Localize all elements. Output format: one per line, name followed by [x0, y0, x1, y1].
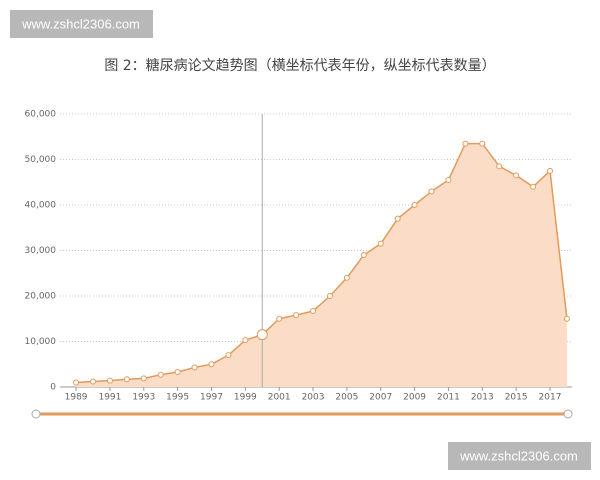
- x-tick-label: 1993: [132, 393, 155, 403]
- x-tick-label: 2013: [471, 393, 494, 403]
- point: [276, 315, 283, 322]
- x-tick-label: 2003: [302, 393, 325, 403]
- point: [225, 352, 232, 359]
- x-tick-label: 2011: [437, 393, 460, 403]
- x-tick-label: 1995: [166, 393, 189, 403]
- point: [513, 172, 520, 179]
- point: [394, 215, 401, 222]
- x-tick-label: 2007: [369, 393, 392, 403]
- point: [191, 364, 198, 371]
- slider-handle[interactable]: [31, 409, 41, 419]
- point: [208, 361, 215, 368]
- y-tick-label: 40,000: [25, 201, 57, 211]
- point: [256, 329, 268, 341]
- x-tick-label: 2001: [268, 393, 291, 403]
- slider-handle[interactable]: [563, 409, 573, 419]
- y-tick-label: 30,000: [25, 246, 57, 256]
- point: [462, 140, 469, 147]
- point: [174, 368, 181, 375]
- y-tick-label: 0: [50, 383, 56, 393]
- point: [563, 315, 570, 322]
- chart-title: 图 2：糖尿病论文趋势图（横坐标代表年份，纵坐标代表数量）: [104, 58, 495, 74]
- x-tick-label: 2015: [505, 393, 528, 403]
- point: [360, 252, 367, 259]
- point: [411, 202, 418, 208]
- point: [90, 378, 97, 385]
- watermark: www.zshcl2306.com: [459, 448, 578, 463]
- watermark-box: [448, 442, 591, 470]
- point: [530, 183, 537, 190]
- watermark-box: [10, 10, 153, 38]
- x-tick-label: 2009: [403, 393, 426, 403]
- area: [76, 143, 567, 387]
- point: [377, 240, 384, 247]
- x-tick-label: 1999: [234, 393, 257, 403]
- y-tick-label: 50,000: [25, 155, 57, 165]
- y-tick-label: 10,000: [25, 337, 57, 347]
- point: [106, 377, 113, 384]
- x-tick-label: 1997: [200, 393, 223, 403]
- point: [496, 163, 503, 170]
- point: [242, 337, 249, 344]
- point: [293, 312, 300, 319]
- y-tick-label: 60,000: [25, 110, 57, 120]
- point: [428, 188, 435, 195]
- point: [546, 167, 553, 174]
- x-tick-label: 2005: [335, 393, 358, 403]
- watermark: www.zshcl2306.com: [21, 16, 140, 31]
- x-tick-label: 1991: [98, 393, 121, 403]
- x-tick-label: 1989: [65, 393, 88, 403]
- point: [310, 308, 317, 315]
- point: [479, 140, 486, 147]
- point: [445, 176, 452, 183]
- point: [157, 371, 164, 378]
- point: [140, 375, 147, 382]
- point: [326, 293, 333, 299]
- y-tick-label: 20,000: [25, 292, 57, 302]
- point: [73, 379, 80, 386]
- x-tick-label: 2017: [539, 393, 562, 403]
- point: [343, 274, 350, 281]
- point: [123, 376, 130, 383]
